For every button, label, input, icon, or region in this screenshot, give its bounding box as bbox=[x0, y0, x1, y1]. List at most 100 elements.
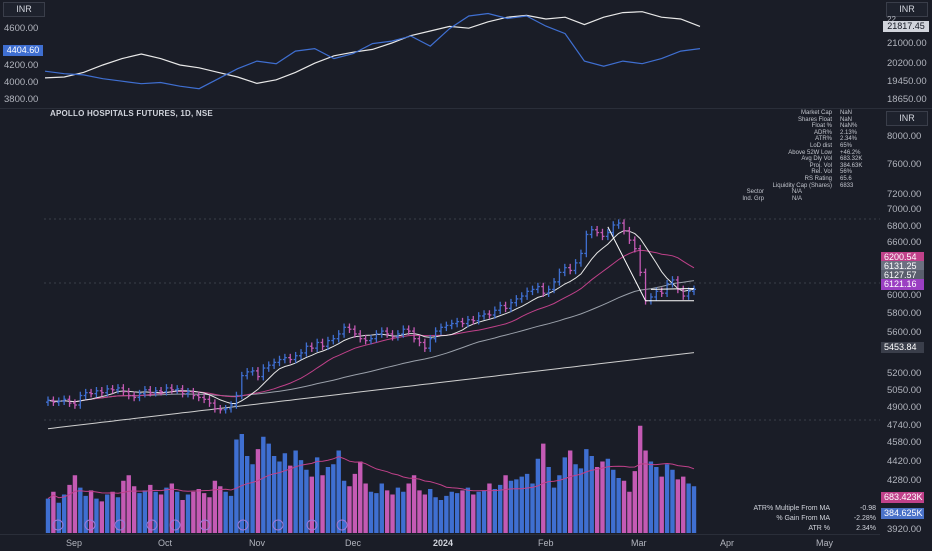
event-marker[interactable] bbox=[237, 519, 249, 531]
volume-bar bbox=[476, 491, 481, 533]
volume-bar bbox=[406, 483, 411, 533]
volume-bar bbox=[212, 480, 218, 533]
time-axis-tick: 2024 bbox=[433, 538, 454, 548]
volume-bar bbox=[379, 483, 384, 533]
price-axis-tick: 8000.00 bbox=[887, 131, 922, 142]
stat-row: Above 52W Low +46.2% bbox=[720, 150, 880, 157]
price-axis-tick: 7600.00 bbox=[887, 159, 922, 170]
price-axis-tick: 5200.00 bbox=[887, 368, 922, 379]
volume-bar bbox=[627, 491, 632, 533]
event-marker[interactable] bbox=[146, 519, 158, 531]
stat-value: 683.32K bbox=[840, 156, 863, 163]
volume-bar bbox=[433, 497, 438, 533]
volume-bar bbox=[298, 460, 304, 533]
volume-bar bbox=[196, 489, 201, 533]
comparison-series-line bbox=[44, 12, 701, 90]
stat-row: Ind. Grp N/A bbox=[720, 196, 880, 203]
volume-bar bbox=[191, 491, 196, 533]
price-tag: 6127.57 bbox=[881, 270, 924, 281]
volume-bar bbox=[115, 497, 121, 533]
volume-bar bbox=[320, 475, 325, 533]
price-tag: 683.423K bbox=[881, 492, 924, 503]
right-axis-tick: 18650.00 bbox=[887, 94, 927, 105]
volume-bar bbox=[471, 494, 476, 533]
volume-bar bbox=[207, 497, 212, 533]
time-axis[interactable]: Sep Oct Nov Dec 2024 Feb Mar Apr May bbox=[0, 534, 880, 551]
volume-bar bbox=[444, 495, 449, 533]
event-marker[interactable] bbox=[52, 519, 64, 531]
volume-bar bbox=[45, 498, 51, 533]
left-axis-tick: 3800.00 bbox=[4, 94, 39, 105]
volume-bar bbox=[567, 450, 573, 533]
stat-label: Above 52W Low bbox=[788, 149, 832, 156]
stat-row: ATR% 2.34% bbox=[720, 136, 880, 143]
price-axis-tick: 6000.00 bbox=[887, 290, 922, 301]
event-marker[interactable] bbox=[272, 519, 284, 531]
event-marker[interactable] bbox=[114, 519, 126, 531]
volume-bar bbox=[51, 491, 56, 533]
volume-bar bbox=[401, 491, 406, 533]
left-axis-currency-label[interactable]: INR bbox=[3, 2, 45, 17]
price-chart[interactable] bbox=[0, 109, 880, 534]
volume-ma-line bbox=[47, 456, 695, 500]
volume-bar bbox=[331, 464, 336, 533]
volume-bar bbox=[374, 493, 379, 533]
volume-bar bbox=[239, 434, 244, 533]
volume-bar bbox=[228, 495, 234, 533]
volume-bar bbox=[524, 473, 530, 533]
volume-bar bbox=[223, 491, 228, 533]
volume-bar bbox=[99, 501, 105, 533]
stat-label: ATR% Multiple From MA bbox=[753, 505, 831, 512]
stat-row: Avg Dly Vol 683.32K bbox=[720, 156, 880, 163]
right-axis-last-value-tag: 21817.45 bbox=[883, 21, 929, 32]
price-volume-pane bbox=[0, 109, 932, 534]
right-axis-tick: 22 bbox=[887, 15, 896, 24]
stat-label: Ind. Grp bbox=[742, 195, 764, 202]
volume-bar bbox=[557, 475, 562, 533]
volume-bar bbox=[218, 486, 223, 533]
volume-bar bbox=[153, 491, 158, 533]
volume-bar bbox=[309, 476, 314, 533]
event-marker[interactable] bbox=[199, 519, 211, 531]
stat-row: Rel. Vol 56% bbox=[720, 169, 880, 176]
price-axis-currency-label[interactable]: INR bbox=[886, 111, 928, 126]
stat-label: Liquidity Cap (Shares) bbox=[772, 182, 832, 189]
stat-label: Proj. Vol bbox=[809, 162, 832, 169]
volume-bar bbox=[266, 443, 271, 533]
stat-value: 384.63K bbox=[840, 162, 863, 169]
right-axis-currency-label[interactable]: INR bbox=[886, 2, 928, 17]
event-marker[interactable] bbox=[336, 519, 348, 531]
time-axis-tick: Dec bbox=[345, 538, 362, 548]
volume-bar bbox=[481, 490, 487, 533]
time-axis-tick: May bbox=[816, 538, 834, 548]
price-axis-tick: 4420.00 bbox=[887, 456, 922, 467]
atr-table: ATR% Multiple From MA -0.98 % Gain From MA… bbox=[740, 504, 880, 534]
price-axis-tick: 5800.00 bbox=[887, 308, 922, 319]
price-tag: 384.625K bbox=[881, 508, 924, 519]
stat-label: Shares Float bbox=[797, 116, 832, 123]
volume-bar bbox=[648, 461, 654, 533]
volume-bar bbox=[61, 494, 67, 533]
volume-bar bbox=[277, 461, 282, 533]
pattern-drawing bbox=[607, 226, 694, 302]
price-axis-tick: 4900.00 bbox=[887, 402, 922, 413]
stat-value: -2.28% bbox=[853, 515, 876, 522]
event-marker[interactable] bbox=[84, 519, 96, 531]
left-axis-last-value-tag: 4404.60 bbox=[3, 45, 43, 56]
event-marker[interactable] bbox=[169, 519, 181, 531]
stat-value: 2.13% bbox=[840, 129, 858, 136]
stats-table: Market Cap NaN Shares Float NaN Float % NaN% A… bbox=[720, 110, 880, 202]
stat-row: LoD dist 65% bbox=[720, 143, 880, 150]
price-axis-tick: 6800.00 bbox=[887, 221, 922, 232]
stat-row: Float % NaN% bbox=[720, 123, 880, 130]
time-axis-tick: Mar bbox=[631, 538, 647, 548]
stat-value: N/A bbox=[792, 189, 803, 196]
volume-bar bbox=[551, 487, 557, 533]
volume-bar bbox=[422, 494, 428, 533]
left-axis-tick: 4600.00 bbox=[4, 23, 39, 34]
volume-bar bbox=[304, 469, 309, 533]
event-marker[interactable] bbox=[306, 519, 318, 531]
volume-bar bbox=[169, 483, 175, 533]
volume-bar bbox=[261, 436, 266, 533]
price-tag: 5453.84 bbox=[881, 342, 924, 353]
